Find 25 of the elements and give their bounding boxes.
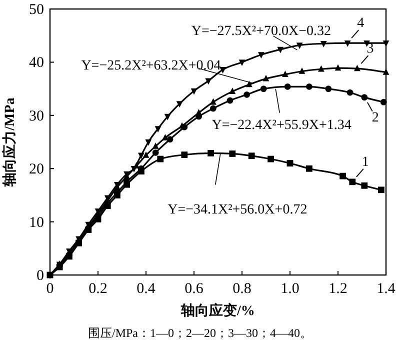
x-tick-label: 0.6 [184,281,204,297]
x-tick-label: 0 [46,281,54,297]
annotation: Y=−27.5X²+70.0X−0.32 [191,24,332,39]
x-axis-title: 轴向应变/% [180,302,255,319]
y-tick-label: 40 [29,55,44,72]
series-label: 1 [362,154,369,170]
x-tick-label: 1.2 [328,281,348,297]
y-axis-title: 轴向应力/MPa [1,98,18,188]
x-tick-label: 0.8 [232,281,252,297]
x-tick-label: 0.4 [136,281,156,297]
text: 围压/MPa：1—0；2—20；3—30；4—40。 [88,326,312,340]
legend-label: 2 [372,110,379,126]
x-tick-label: 1.4 [376,281,396,297]
x-tick-label: 0.2 [88,281,108,297]
y-tick-label: 10 [29,214,44,231]
y-tick-label: 30 [29,108,44,124]
x-tick-label: 1.0 [280,281,300,297]
y-tick-label: 20 [29,162,44,178]
legend-label: 3 [366,42,374,57]
annotation: Y=−22.4X²+55.9X+1.34 [212,118,352,133]
series-label: 4 [357,16,364,32]
annotation: Y=−34.1X²+56.0X+0.72 [168,202,308,218]
y-tick-label: 50 [29,2,44,18]
y-tick-label: 0 [36,268,44,284]
annotation: Y=−25.2X²+63.2X+0.04 [81,58,221,74]
